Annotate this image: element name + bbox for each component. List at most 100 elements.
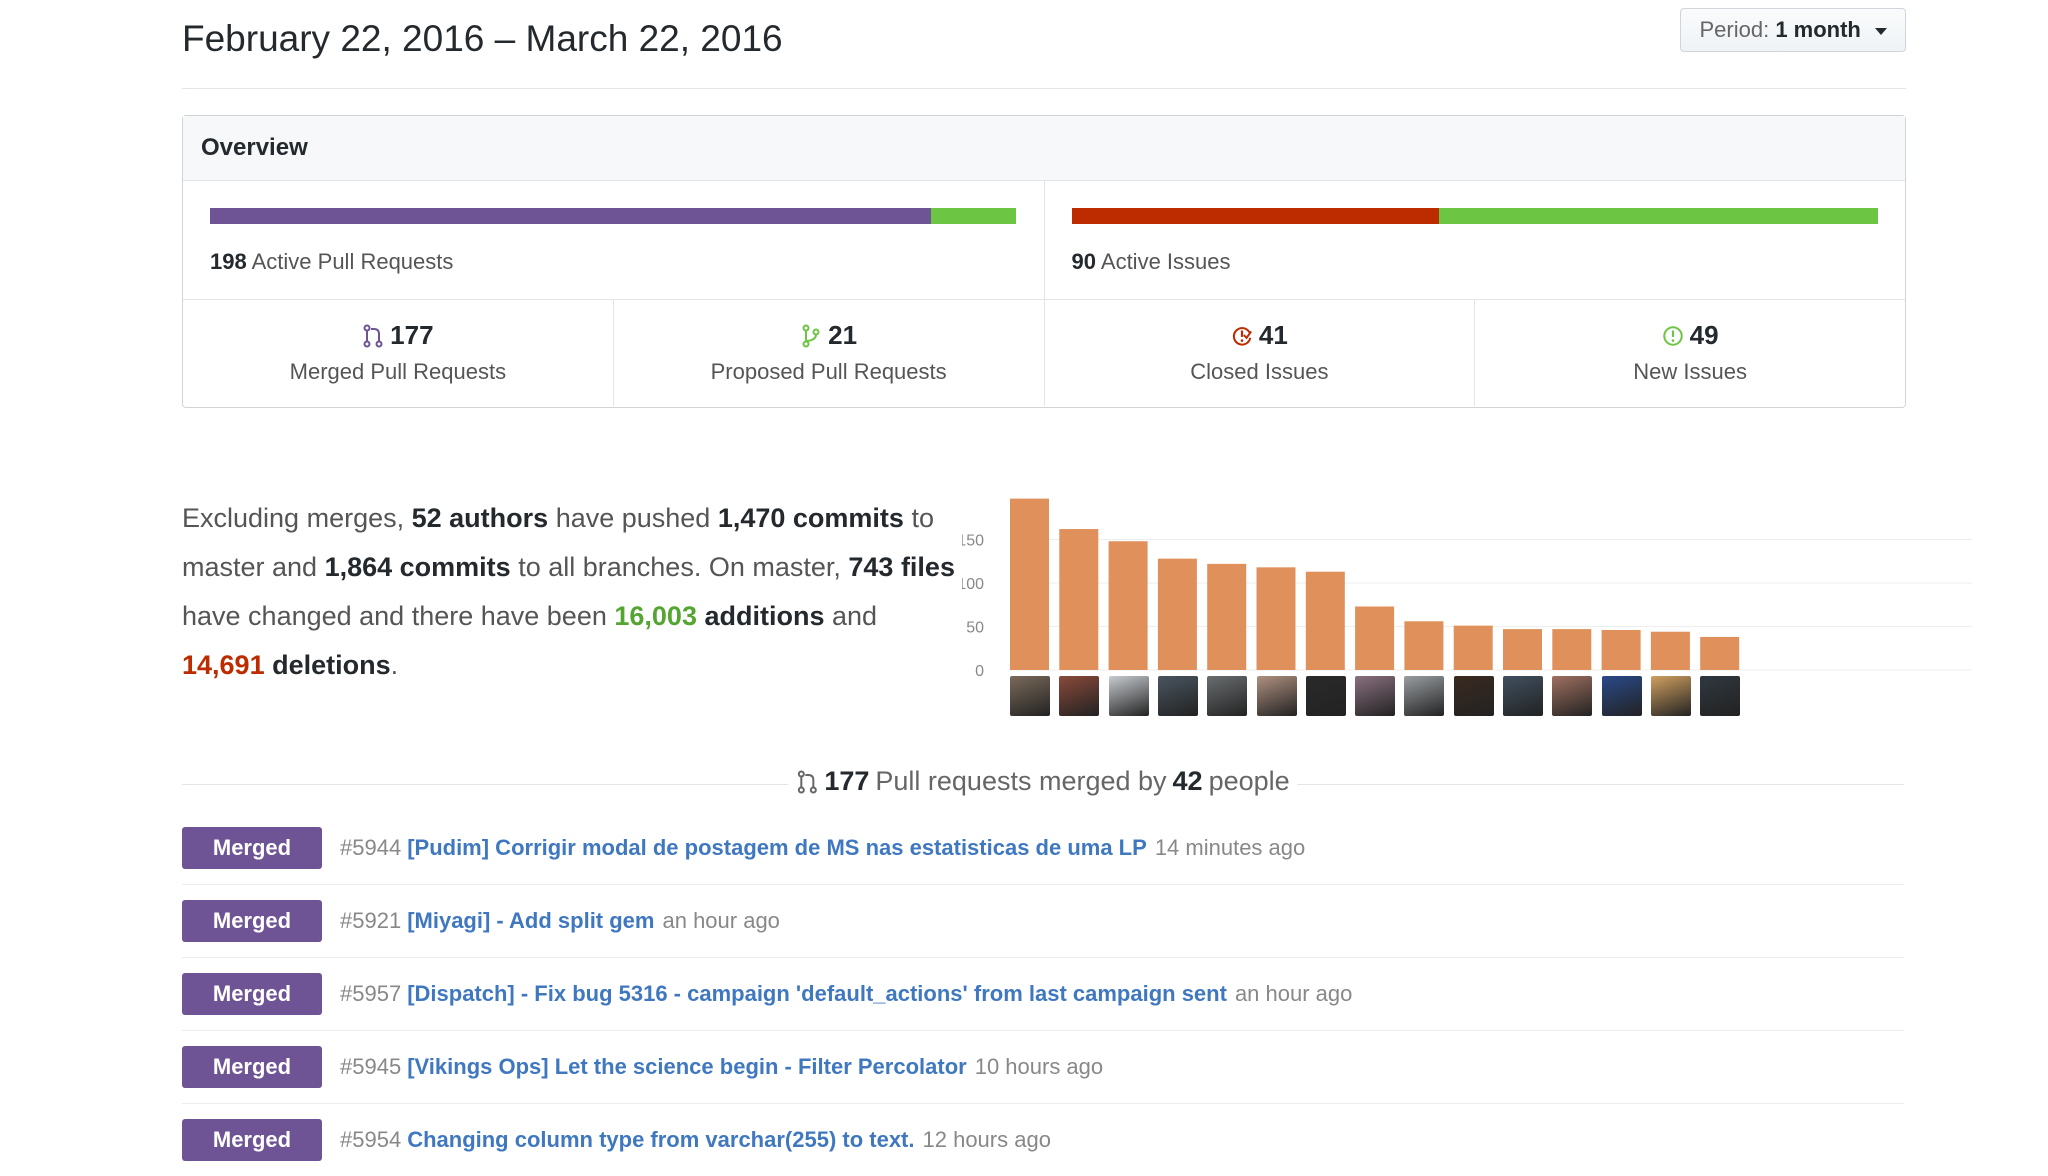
chart-bar[interactable] [1404,621,1444,670]
merged-badge: Merged [182,827,322,869]
avatar[interactable] [1305,676,1346,716]
pr-title-link[interactable]: [Miyagi] - Add split gem [407,908,655,933]
summary-text: to master and [182,503,934,582]
merged-heading-people: 42 [1172,766,1203,796]
chart-bar[interactable] [1108,541,1148,670]
summary-additions-word: additions [704,601,825,631]
merged-label: Merged Pull Requests [289,359,507,384]
list-item: Merged #5957 [Dispatch] - Fix bug 5316 -… [182,958,1904,1031]
summary-files: 743 files [848,552,955,582]
chart-bar[interactable] [1305,571,1345,670]
avatar[interactable] [1650,676,1691,716]
y-tick-label: 0 [975,663,984,680]
summary-text: have changed and there have been [182,601,607,631]
closed-count: 41 [1258,320,1288,350]
y-tick-label: 50 [966,620,984,637]
merged-heading-text: people [1208,766,1290,796]
chart-bar[interactable] [1010,498,1049,670]
stat-new-issues[interactable]: 49 New Issues [1475,300,1905,406]
merged-badge: Merged [182,973,322,1015]
summary-additions-count: 16,003 [614,601,697,631]
proposed-label: Proposed Pull Requests [710,359,947,384]
pr-timestamp: an hour ago [1234,981,1353,1006]
active-issues-text: Active Issues [1100,249,1231,274]
stat-proposed-pull-requests[interactable]: 21 Proposed Pull Requests [614,300,1045,406]
pr-timestamp: 14 minutes ago [1154,835,1306,860]
summary-authors[interactable]: 52 authors [411,503,549,533]
chart-bar[interactable] [1700,636,1740,670]
avatar[interactable] [1207,676,1248,716]
period-label: Period: [1699,17,1770,42]
issues-summary: 90 Active Issues [1045,181,1906,299]
pr-title-link[interactable]: [Dispatch] - Fix bug 5316 - campaign 'de… [407,981,1227,1006]
y-tick-label: 150 [962,533,984,550]
summary-text: . [390,650,399,680]
pull-request-list: Merged #5944 [Pudim] Corrigir modal de p… [182,812,1904,1176]
pr-number: #5954 [340,1127,402,1152]
list-item: Merged #5945 [Vikings Ops] Let the scien… [182,1031,1904,1104]
summary-text: have pushed [555,503,711,533]
list-item: Merged #5944 [Pudim] Corrigir modal de p… [182,812,1904,885]
pr-title-link[interactable]: [Pudim] Corrigir modal de postagem de MS… [407,835,1147,860]
stat-merged-pull-requests[interactable]: 177 Merged Pull Requests [183,300,614,406]
summary-text: Excluding merges, [182,503,405,533]
chart-bar[interactable] [1453,625,1493,670]
active-issues-label: 90 Active Issues [1072,249,1231,275]
avatar[interactable] [1059,676,1100,716]
merged-heading-text: Pull requests merged by [875,766,1167,796]
pull-requests-summary: 198 Active Pull Requests [183,181,1045,299]
active-pull-requests-count: 198 [210,249,247,274]
avatar[interactable] [1503,676,1543,716]
new-segment [1439,208,1878,224]
chevron-down-icon [1875,27,1887,35]
chart-bar[interactable] [1059,529,1099,670]
stat-closed-issues[interactable]: 41 Closed Issues [1045,300,1476,406]
avatar[interactable] [1010,676,1050,716]
overview-panel: Overview 198 Active Pull Requests 90 [182,115,1906,408]
summary-commits-master[interactable]: 1,470 commits [717,503,904,533]
avatar[interactable] [1601,676,1642,716]
chart-bar[interactable] [1601,629,1641,670]
period-dropdown[interactable]: Period: 1 month [1680,8,1906,52]
avatar[interactable] [1157,676,1198,716]
merged-pull-requests-heading: 177 Pull requests merged by 42 people [182,762,1904,806]
avatar[interactable] [1453,676,1494,716]
avatar[interactable] [1108,676,1149,716]
new-count: 49 [1689,320,1719,350]
overview-title: Overview [183,116,1905,181]
header: February 22, 2016 – March 22, 2016 Perio… [182,0,1906,89]
pr-title-link[interactable]: Changing column type from varchar(255) t… [407,1127,915,1152]
avatar[interactable] [1256,676,1297,716]
pr-title-link[interactable]: [Vikings Ops] Let the science begin - Fi… [407,1054,967,1079]
y-tick-label: 100 [962,576,984,593]
commit-summary: Excluding merges, 52 authors have pushed… [182,494,962,690]
chart-bar[interactable] [1503,629,1542,670]
commits-by-author-chart: 0 50 100 150 [962,498,1972,680]
merged-badge: Merged [182,1119,322,1161]
active-issues-count: 90 [1071,249,1096,274]
git-pull-request-icon [802,324,820,347]
summary-deletions-count: 14,691 [182,650,265,680]
avatar[interactable] [1552,676,1593,716]
issue-closed-icon [1232,326,1252,346]
pr-timestamp: 12 hours ago [922,1127,1051,1152]
avatar[interactable] [1404,676,1445,716]
merged-count: 177 [390,320,434,350]
merged-segment [210,208,931,224]
chart-bar[interactable] [1552,629,1592,670]
merged-badge: Merged [182,900,322,942]
chart-bar[interactable] [1207,563,1247,670]
pr-number: #5921 [340,908,402,933]
summary-commits-all[interactable]: 1,864 commits [324,552,511,582]
chart-bar[interactable] [1256,567,1296,670]
closed-label: Closed Issues [1190,359,1329,384]
summary-deletions-word: deletions [272,650,391,680]
chart-bar[interactable] [1355,606,1395,670]
pr-timestamp: 10 hours ago [974,1054,1104,1079]
summary-text: to all branches. On master, [518,552,841,582]
chart-bar[interactable] [1650,631,1690,670]
chart-bar[interactable] [1157,558,1197,670]
avatar[interactable] [1355,676,1396,716]
closed-segment [1071,208,1440,224]
avatar[interactable] [1700,676,1741,716]
